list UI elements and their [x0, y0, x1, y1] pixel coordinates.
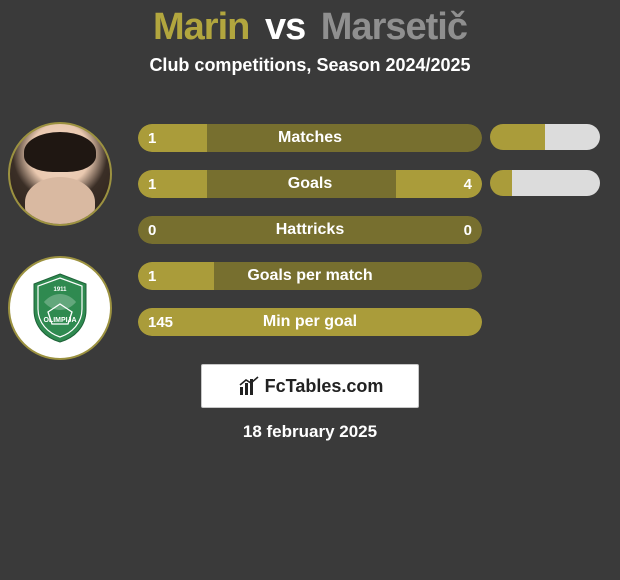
title-player1: Marin: [153, 6, 249, 48]
pill-right: [545, 124, 600, 150]
stat-row: 1Matches: [138, 124, 482, 152]
stat-row: 145Min per goal: [138, 308, 482, 336]
svg-text:OLIMPIJA: OLIMPIJA: [43, 317, 76, 324]
pill-right: [512, 170, 600, 196]
pill-left: [490, 170, 512, 196]
stat-row: 14Goals: [138, 170, 482, 198]
title-vs: vs: [265, 6, 305, 48]
side-pill: [490, 170, 600, 196]
chart-icon: [237, 374, 261, 398]
stat-value-left: 0: [148, 216, 156, 244]
stat-value-left: 1: [148, 262, 156, 290]
badge-strong: Fc: [265, 376, 286, 396]
side-pill: [490, 124, 600, 150]
stat-value-right: 4: [464, 170, 472, 198]
stat-value-left: 1: [148, 124, 156, 152]
card-date: 18 february 2025: [0, 422, 620, 442]
club-crest-icon: 1911 OLIMPIJA: [30, 272, 90, 344]
svg-text:1911: 1911: [53, 287, 67, 293]
stat-row: 1Goals per match: [138, 262, 482, 290]
stat-row-track: [138, 216, 482, 244]
stat-bars: 1Matches14Goals00Hattricks1Goals per mat…: [138, 124, 482, 354]
side-pills: [490, 124, 600, 354]
stat-row-fill-left: [138, 308, 482, 336]
avatars-column: 1911 OLIMPIJA: [8, 122, 118, 390]
stat-row: 00Hattricks: [138, 216, 482, 244]
club-avatar: 1911 OLIMPIJA: [8, 256, 112, 360]
badge-label: FcTables.com: [265, 376, 384, 397]
stat-value-left: 145: [148, 308, 173, 336]
source-badge: FcTables.com: [201, 364, 419, 408]
badge-rest: Tables.com: [286, 376, 384, 396]
card-subtitle: Club competitions, Season 2024/2025: [0, 55, 620, 76]
stat-value-right: 0: [464, 216, 472, 244]
card-title: Marin vs Marsetič: [0, 0, 620, 49]
pill-left: [490, 124, 545, 150]
stat-value-left: 1: [148, 170, 156, 198]
player-avatar: [8, 122, 112, 226]
comparison-card: Marin vs Marsetič Club competitions, Sea…: [0, 0, 620, 580]
title-player2: Marsetič: [321, 6, 467, 48]
